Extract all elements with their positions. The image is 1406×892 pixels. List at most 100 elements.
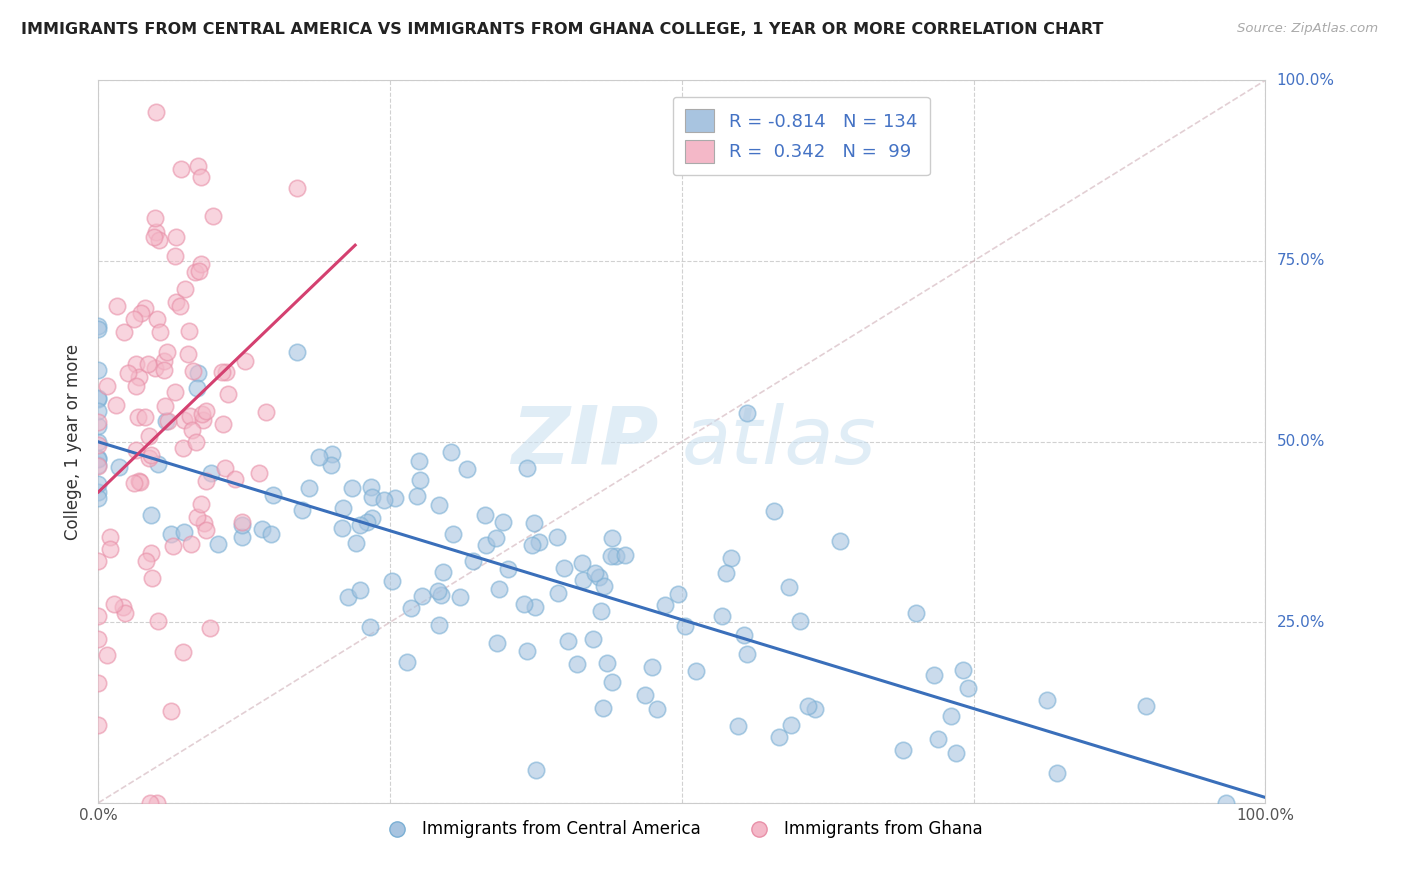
Point	[384, 491, 406, 505]
Point	[716, 566, 738, 580]
Point	[202, 209, 225, 223]
Point	[163, 249, 186, 263]
Point	[529, 535, 551, 549]
Text: ZIP: ZIP	[512, 402, 658, 481]
Point	[98, 530, 121, 544]
Point	[572, 574, 595, 588]
Point	[135, 553, 157, 567]
Point	[122, 311, 145, 326]
Point	[148, 233, 170, 247]
Point	[449, 591, 471, 605]
Point	[927, 731, 949, 746]
Point	[87, 419, 110, 434]
Point	[183, 264, 205, 278]
Point	[588, 570, 610, 584]
Point	[195, 523, 218, 537]
Point	[513, 598, 536, 612]
Point	[145, 105, 167, 120]
Point	[956, 681, 979, 696]
Point	[153, 362, 176, 376]
Point	[291, 503, 314, 517]
Point	[557, 634, 579, 648]
Text: 50.0%: 50.0%	[1277, 434, 1324, 449]
Point	[187, 160, 209, 174]
Point	[427, 583, 450, 598]
Point	[924, 668, 946, 682]
Point	[146, 311, 169, 326]
Point	[114, 606, 136, 620]
Point	[524, 764, 547, 778]
Point	[186, 381, 208, 395]
Point	[190, 257, 212, 271]
Point	[349, 518, 371, 533]
Point	[830, 534, 852, 549]
Point	[87, 322, 110, 336]
Text: 75.0%: 75.0%	[1277, 253, 1324, 268]
Y-axis label: College, 1 year or more: College, 1 year or more	[65, 343, 83, 540]
Point	[215, 365, 238, 379]
Point	[516, 460, 538, 475]
Point	[200, 467, 222, 481]
Point	[373, 492, 395, 507]
Point	[105, 299, 128, 313]
Point	[475, 538, 498, 552]
Point	[591, 604, 613, 618]
Point	[571, 556, 593, 570]
Point	[187, 264, 209, 278]
Point	[516, 643, 538, 657]
Point	[141, 546, 163, 560]
Point	[138, 451, 160, 466]
Point	[492, 515, 515, 529]
Point	[87, 477, 110, 491]
Point	[128, 369, 150, 384]
Point	[153, 400, 176, 414]
Point	[217, 387, 239, 401]
Point	[138, 796, 160, 810]
Point	[789, 614, 811, 628]
Point	[125, 443, 148, 458]
Point	[127, 409, 149, 424]
Point	[174, 282, 197, 296]
Point	[330, 521, 353, 535]
Point	[129, 475, 152, 489]
Point	[190, 497, 212, 511]
Point	[332, 500, 354, 515]
Point	[214, 461, 236, 475]
Point	[641, 659, 664, 673]
Point	[634, 688, 657, 702]
Point	[180, 536, 202, 550]
Text: 100.0%: 100.0%	[1277, 73, 1334, 87]
Point	[172, 645, 194, 659]
Point	[87, 609, 110, 624]
Point	[181, 364, 204, 378]
Point	[1036, 693, 1059, 707]
Point	[191, 412, 214, 426]
Point	[463, 554, 485, 568]
Point	[762, 504, 785, 518]
Point	[187, 366, 209, 380]
Point	[134, 410, 156, 425]
Point	[285, 181, 308, 195]
Point	[162, 539, 184, 553]
Point	[285, 345, 308, 359]
Point	[173, 413, 195, 427]
Point	[231, 515, 253, 529]
Point	[796, 699, 818, 714]
Point	[224, 472, 246, 486]
Point	[87, 392, 110, 406]
Point	[190, 169, 212, 184]
Point	[87, 434, 110, 449]
Point	[181, 423, 204, 437]
Point	[344, 536, 367, 550]
Point	[613, 548, 636, 562]
Point	[524, 600, 547, 615]
Point	[128, 474, 150, 488]
Point	[111, 600, 134, 615]
Point	[408, 473, 430, 487]
Point	[165, 294, 187, 309]
Point	[87, 554, 110, 568]
Point	[143, 361, 166, 376]
Point	[117, 366, 139, 380]
Point	[780, 718, 803, 732]
Text: Source: ZipAtlas.com: Source: ZipAtlas.com	[1237, 22, 1378, 36]
